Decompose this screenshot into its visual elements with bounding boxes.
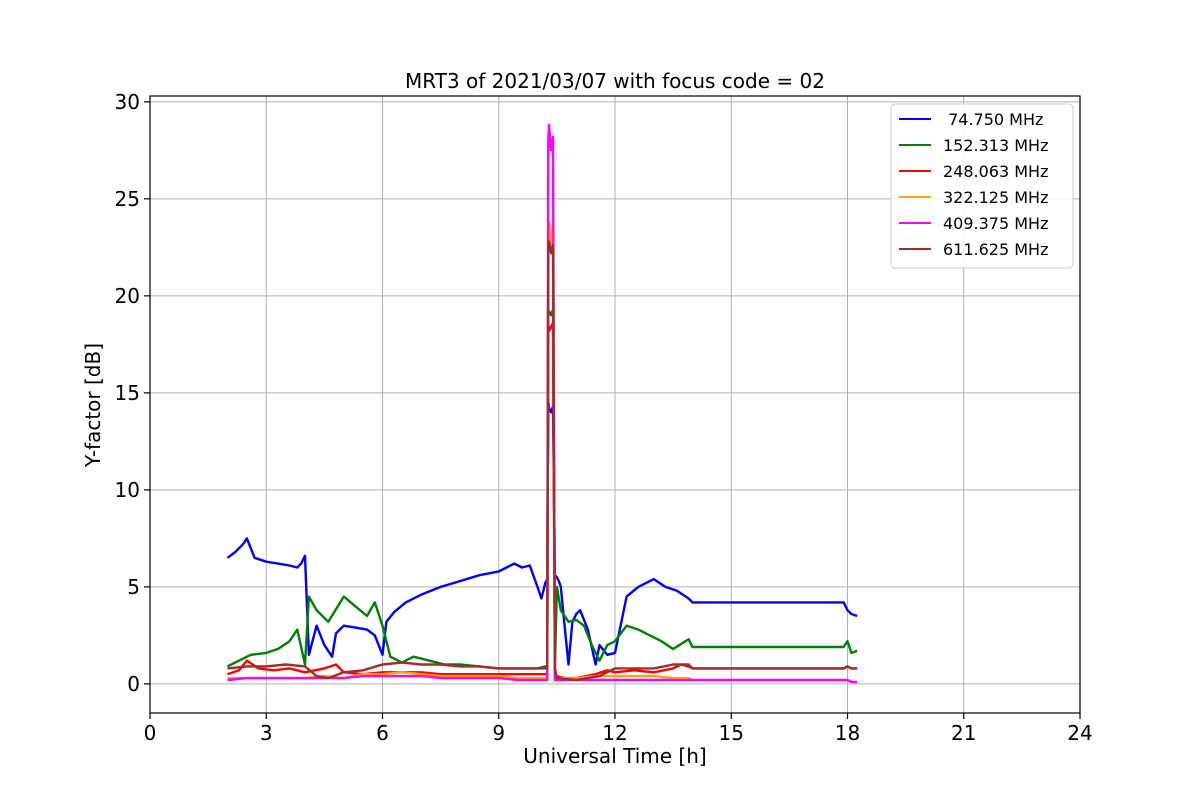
- series-lines: [226, 123, 858, 684]
- legend-box: [890, 103, 1074, 269]
- legend: 74.750 MHz 152.313 MHz 248.063 MHz 322.125 …: [890, 103, 1074, 269]
- series-line-0: [226, 401, 858, 666]
- y-tick-label: 15: [115, 381, 140, 405]
- x-tick-label: 24: [1067, 721, 1092, 745]
- x-tick-label: 21: [951, 721, 976, 745]
- legend-entry-5: 611.625 MHz: [943, 240, 1048, 259]
- legend-entry-4: 409.375 MHz: [943, 214, 1048, 233]
- x-tick-label: 0: [144, 721, 157, 745]
- y-tick-label: 10: [115, 478, 140, 502]
- x-tick-label: 15: [719, 721, 744, 745]
- legend-entry-2: 248.063 MHz: [943, 162, 1048, 181]
- x-tick-label: 6: [376, 721, 389, 745]
- legend-entry-3: 322.125 MHz: [943, 188, 1048, 207]
- chart-title: MRT3 of 2021/03/07 with focus code = 02: [405, 69, 825, 93]
- legend-entry-0: 74.750 MHz: [943, 110, 1043, 129]
- y-tick-label: 0: [127, 672, 140, 696]
- legend-entry-1: 152.313 MHz: [943, 136, 1048, 155]
- x-axis-label: Universal Time [h]: [523, 744, 706, 768]
- x-tick-label: 18: [835, 721, 860, 745]
- x-tick-label: 9: [492, 721, 505, 745]
- x-tick-label: 3: [260, 721, 273, 745]
- series-line-4: [227, 123, 858, 684]
- series-line-5: [227, 240, 858, 682]
- axis-ticks: 0 3 6 9 12 15 18 21 24 0 5 10 15 20 25 30: [115, 90, 1093, 745]
- y-tick-label: 25: [115, 187, 140, 211]
- y-axis-label: Y-factor [dB]: [81, 343, 105, 468]
- y-tick-label: 20: [115, 284, 140, 308]
- x-tick-label: 12: [602, 721, 627, 745]
- y-tick-label: 30: [115, 90, 140, 114]
- y-tick-label: 5: [127, 575, 140, 599]
